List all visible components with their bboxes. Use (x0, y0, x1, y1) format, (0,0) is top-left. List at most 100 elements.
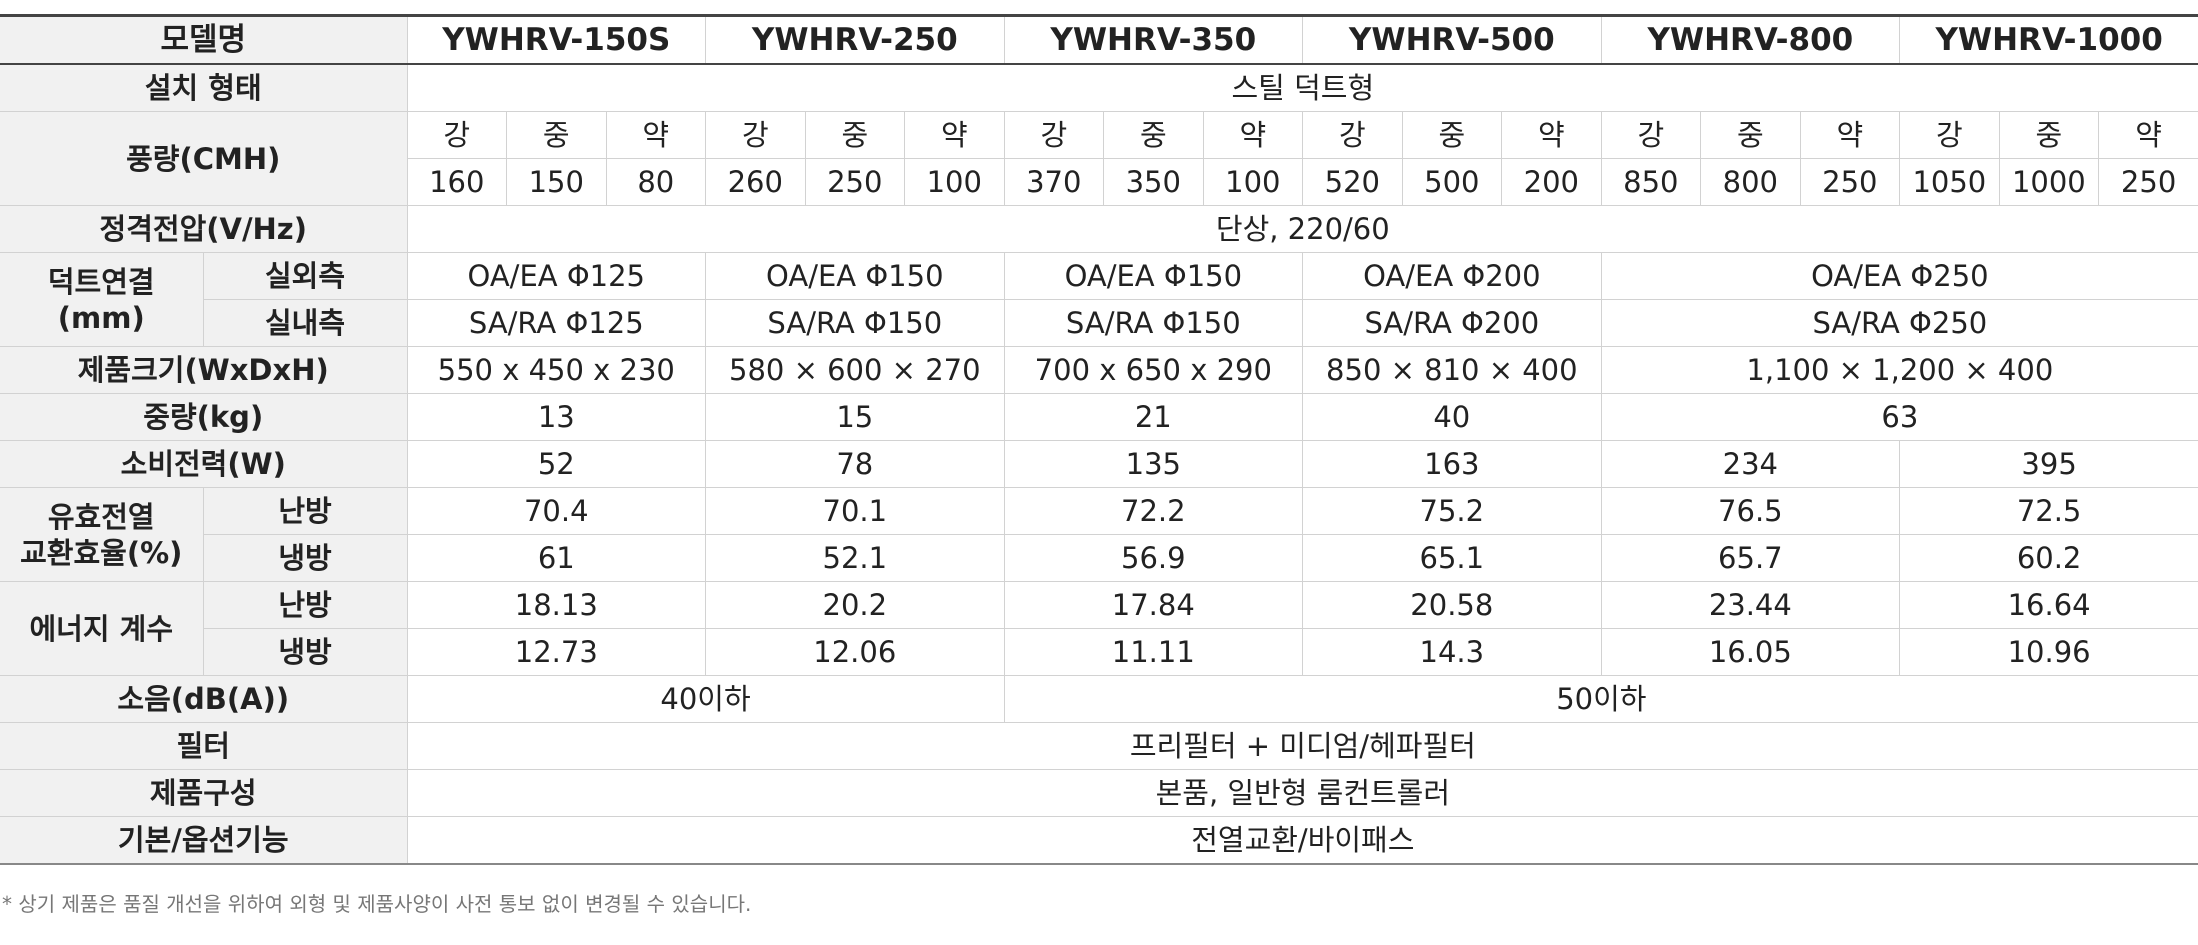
cell: 중 (1401, 111, 1503, 159)
cell: 약 (1202, 111, 1304, 159)
table-row: 냉방 12.73 12.06 11.11 14.3 16.05 10.96 (0, 628, 2198, 676)
cell: OA/EA Φ125 (406, 252, 707, 300)
cell: 10.96 (1899, 628, 2198, 676)
cell: 135 (1003, 440, 1304, 488)
row-label: 실외측 (202, 252, 408, 300)
row-label: 난방 (202, 487, 408, 535)
cell: 370 (1003, 158, 1105, 206)
cell: 850 (1600, 158, 1702, 206)
cell: 52.1 (705, 534, 1005, 582)
cell: 52 (406, 440, 707, 488)
cell: 163 (1302, 440, 1602, 488)
cell: 70.4 (406, 487, 707, 535)
row-label: 난방 (202, 581, 408, 629)
table-row: 덕트연결 (mm) 실외측 OA/EA Φ125 OA/EA Φ150 OA/EA Φ15… (0, 252, 2198, 347)
cell: 중 (804, 111, 906, 159)
cell: 250 (1799, 158, 1901, 206)
label-line: 유효전열 (47, 499, 155, 534)
cell: 260 (705, 158, 806, 206)
cell: SA/RA Φ250 (1600, 299, 2198, 347)
table-row: 중량(kg) 13 15 21 40 63 (0, 393, 2198, 441)
cell: 250 (804, 158, 906, 206)
cell: 350 (1103, 158, 1204, 206)
cell: 14.3 (1302, 628, 1602, 676)
table-row: 정격전압(V/Hz) 단상, 220/60 (0, 205, 2198, 253)
cell: 580 × 600 × 270 (705, 346, 1005, 394)
row-label: 풍량(CMH) (0, 111, 408, 206)
table-row: 유효전열 교환효율(%) 난방 70.4 70.1 72.2 75.2 76.5 72.5 (0, 487, 2198, 582)
row-label: 설치 형태 (0, 63, 408, 112)
cell: 프리필터 + 미디엄/헤파필터 (406, 722, 2198, 770)
cell: 60.2 (1899, 534, 2198, 582)
cell: 중 (506, 111, 607, 159)
table-row: 설치 형태 스틸 덕트형 (0, 63, 2198, 112)
cell: 100 (1202, 158, 1304, 206)
row-label: 제품구성 (0, 769, 408, 817)
cell: OA/EA Φ150 (1003, 252, 1304, 300)
cell: 약 (2098, 111, 2198, 159)
cell: 700 x 650 x 290 (1003, 346, 1304, 394)
cell: 15 (705, 393, 1005, 441)
cell: 75.2 (1302, 487, 1602, 535)
spec-table: 모델명 YWHRV-150S YWHRV-250 YWHRV-350 YWHRV-500… (0, 14, 2198, 865)
cell: 800 (1700, 158, 1801, 206)
cell: YWHRV-800 (1600, 15, 1901, 65)
cell: 12.73 (406, 628, 707, 676)
row-label: 냉방 (203, 534, 408, 582)
cell: 1050 (1899, 158, 2000, 206)
cell: 강 (406, 111, 507, 159)
table-row: 제품구성 본품, 일반형 룸컨트롤러 (0, 769, 2198, 817)
cell: 16.64 (1899, 581, 2198, 629)
cell: 56.9 (1003, 534, 1304, 582)
cell: 강 (705, 111, 806, 159)
cell: 20.2 (705, 581, 1005, 629)
cell: 100 (904, 158, 1005, 206)
cell: 72.2 (1003, 487, 1304, 535)
table-row: 소음(dB(A)) 40이하 50이하 (0, 675, 2198, 723)
label-line: (mm) (57, 300, 145, 335)
table-row: 기본/옵션기능 전열교환/바이패스 (0, 816, 2198, 865)
cell: YWHRV-350 (1003, 15, 1304, 65)
cell: 40이하 (406, 675, 1005, 723)
row-label: 실내측 (203, 299, 408, 347)
cell: 850 × 810 × 400 (1302, 346, 1602, 394)
cell: 13 (406, 393, 707, 441)
cell: 70.1 (705, 487, 1005, 535)
cell: 40 (1302, 393, 1602, 441)
cell: 강 (1899, 111, 2000, 159)
row-label: 기본/옵션기능 (0, 816, 408, 865)
cell: SA/RA Φ125 (406, 299, 707, 347)
cell: 강 (1600, 111, 1702, 159)
cell: 약 (904, 111, 1005, 159)
label-line: 덕트연결 (47, 264, 155, 299)
cell: SA/RA Φ150 (1003, 299, 1304, 347)
cell: 20.58 (1302, 581, 1602, 629)
cell: OA/EA Φ150 (705, 252, 1005, 300)
cell: 63 (1600, 393, 2198, 441)
cell: 전열교환/바이패스 (406, 816, 2198, 865)
cell: 78 (705, 440, 1005, 488)
cell: 본품, 일반형 룸컨트롤러 (406, 769, 2198, 817)
table-row: 냉방 61 52.1 56.9 65.1 65.7 60.2 (0, 534, 2198, 582)
cell: 강 (1003, 111, 1105, 159)
cell: 16.05 (1600, 628, 1901, 676)
row-label: 중량(kg) (0, 393, 408, 441)
cell: OA/EA Φ200 (1302, 252, 1602, 300)
cell: 중 (1103, 111, 1204, 159)
cell: 1,100 × 1,200 × 400 (1600, 346, 2198, 394)
cell: 65.7 (1600, 534, 1901, 582)
cell: 72.5 (1899, 487, 2198, 535)
cell: 250 (2098, 158, 2198, 206)
row-label: 필터 (0, 722, 408, 770)
table-row: 에너지 계수 난방 18.13 20.2 17.84 20.58 23.44 16.64 (0, 581, 2198, 676)
cell: 520 (1302, 158, 1403, 206)
cell: 스틸 덕트형 (406, 63, 2198, 112)
cell: 500 (1401, 158, 1503, 206)
cell: 200 (1501, 158, 1602, 206)
cell: 395 (1899, 440, 2198, 488)
cell: YWHRV-500 (1302, 15, 1602, 65)
row-label: 소음(dB(A)) (0, 675, 408, 723)
row-label: 정격전압(V/Hz) (0, 205, 408, 253)
cell: YWHRV-1000 (1899, 15, 2198, 65)
